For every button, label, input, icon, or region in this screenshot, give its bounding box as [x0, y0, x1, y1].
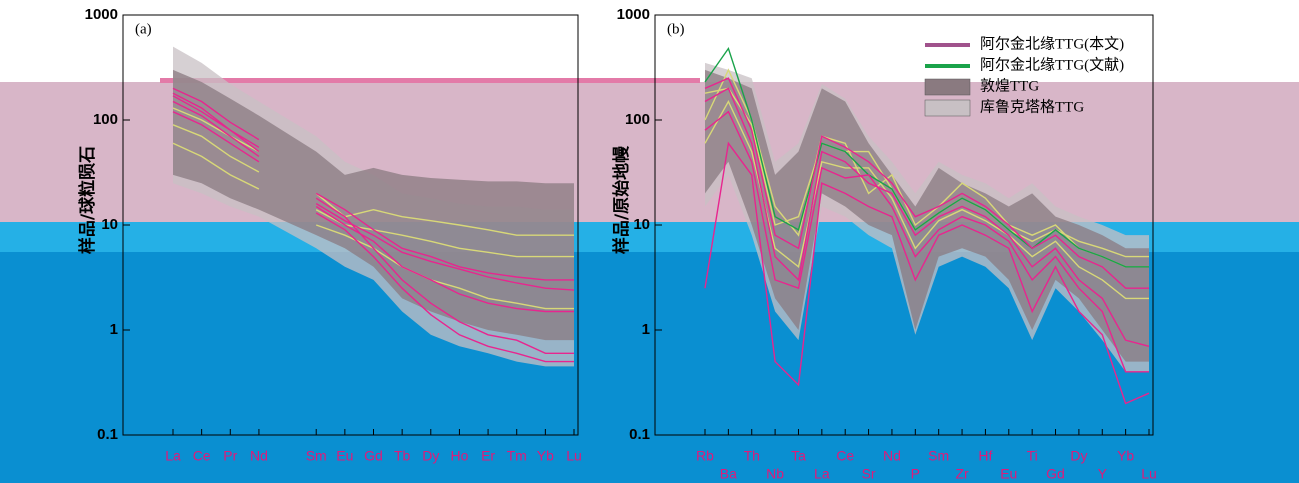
legend-label: 阿尔金北缘TTG(本文)	[980, 35, 1124, 52]
x-tick-label: Hf	[978, 448, 992, 464]
y-tick-label: 0.1	[97, 426, 118, 443]
legend-label: 敦煌TTG	[980, 77, 1039, 94]
x-tick-label: Ti	[1027, 448, 1038, 464]
y-axis-label: 样品/原始地幔	[611, 145, 632, 254]
x-tick-label: Lu	[1141, 466, 1157, 482]
legend-swatch	[924, 78, 971, 96]
x-tick-label: Nd	[250, 448, 268, 464]
y-tick-label: 1	[642, 321, 650, 338]
x-tick-label: Th	[744, 448, 760, 464]
x-tick-label: Lu	[566, 448, 582, 464]
x-tick-label: Dy	[1070, 448, 1087, 464]
y-tick-label: 0.1	[629, 426, 650, 443]
series-line	[704, 46, 1149, 268]
x-tick-label: Tb	[394, 448, 411, 464]
series-line	[172, 87, 574, 281]
x-tick-label: Sm	[306, 448, 327, 464]
x-tick-label: Eu	[336, 448, 353, 464]
x-tick-label: Tm	[507, 448, 527, 464]
series-line	[704, 141, 1150, 405]
y-tick-label: 1000	[85, 6, 118, 23]
x-tick-label: Gd	[1046, 466, 1065, 482]
x-tick-label: La	[814, 466, 830, 482]
legend-swatch	[924, 99, 971, 117]
y-tick-label: 10	[101, 216, 118, 233]
x-tick-label: Ba	[720, 466, 737, 482]
x-tick-label: Nd	[883, 448, 901, 464]
y-axis-label: 样品/球粒陨石	[77, 146, 98, 254]
series-line	[704, 99, 1149, 300]
x-tick-label: Er	[481, 448, 495, 464]
x-tick-label: Rb	[696, 448, 714, 464]
x-tick-label: Sr	[862, 466, 876, 482]
y-tick-label: 1	[110, 321, 118, 338]
series-line	[704, 110, 1149, 373]
series-line	[172, 95, 575, 291]
x-tick-label: Eu	[1000, 466, 1017, 482]
legend-label: 阿尔金北缘TTG(文献)	[980, 56, 1124, 73]
series-line	[172, 111, 574, 363]
x-tick-label: La	[165, 448, 181, 464]
y-tick-label: 1000	[617, 6, 650, 23]
series-line	[704, 87, 1150, 347]
plots: 0.1 1 10 100 1000 La Ce Pr Nd Sm Eu Gd Tb Dy Ho Er Tm Yb L…	[77, 6, 1157, 482]
x-tick-label: Ho	[450, 448, 468, 464]
x-tick-label: Gd	[364, 448, 383, 464]
series-line	[172, 107, 574, 236]
x-tick-label: Ta	[791, 448, 806, 464]
y-tick-label: 100	[93, 111, 118, 128]
y-tick-label: 100	[625, 111, 650, 128]
panel-title: (a)	[135, 21, 152, 37]
series-line	[172, 142, 574, 310]
x-tick-label: Zr	[955, 466, 969, 482]
x-tick-label: Sm	[928, 448, 949, 464]
x-tick-label: P	[911, 466, 920, 482]
x-tick-label: Dy	[422, 448, 439, 464]
legend-label: 库鲁克塔格TTG	[980, 98, 1084, 115]
x-tick-label: Ce	[193, 448, 211, 464]
x-tick-label: Ce	[836, 448, 854, 464]
glitch-line	[160, 78, 700, 83]
panel-title: (b)	[667, 21, 685, 37]
series-line	[172, 100, 574, 313]
x-tick-label: Yb	[537, 448, 554, 464]
series-line	[704, 77, 1149, 289]
y-tick-label: 10	[633, 216, 650, 233]
x-tick-label: Yb	[1117, 448, 1134, 464]
x-tick-label: Pr	[223, 448, 237, 464]
x-tick-label: Nb	[766, 466, 784, 482]
x-tick-label: Y	[1098, 466, 1108, 482]
